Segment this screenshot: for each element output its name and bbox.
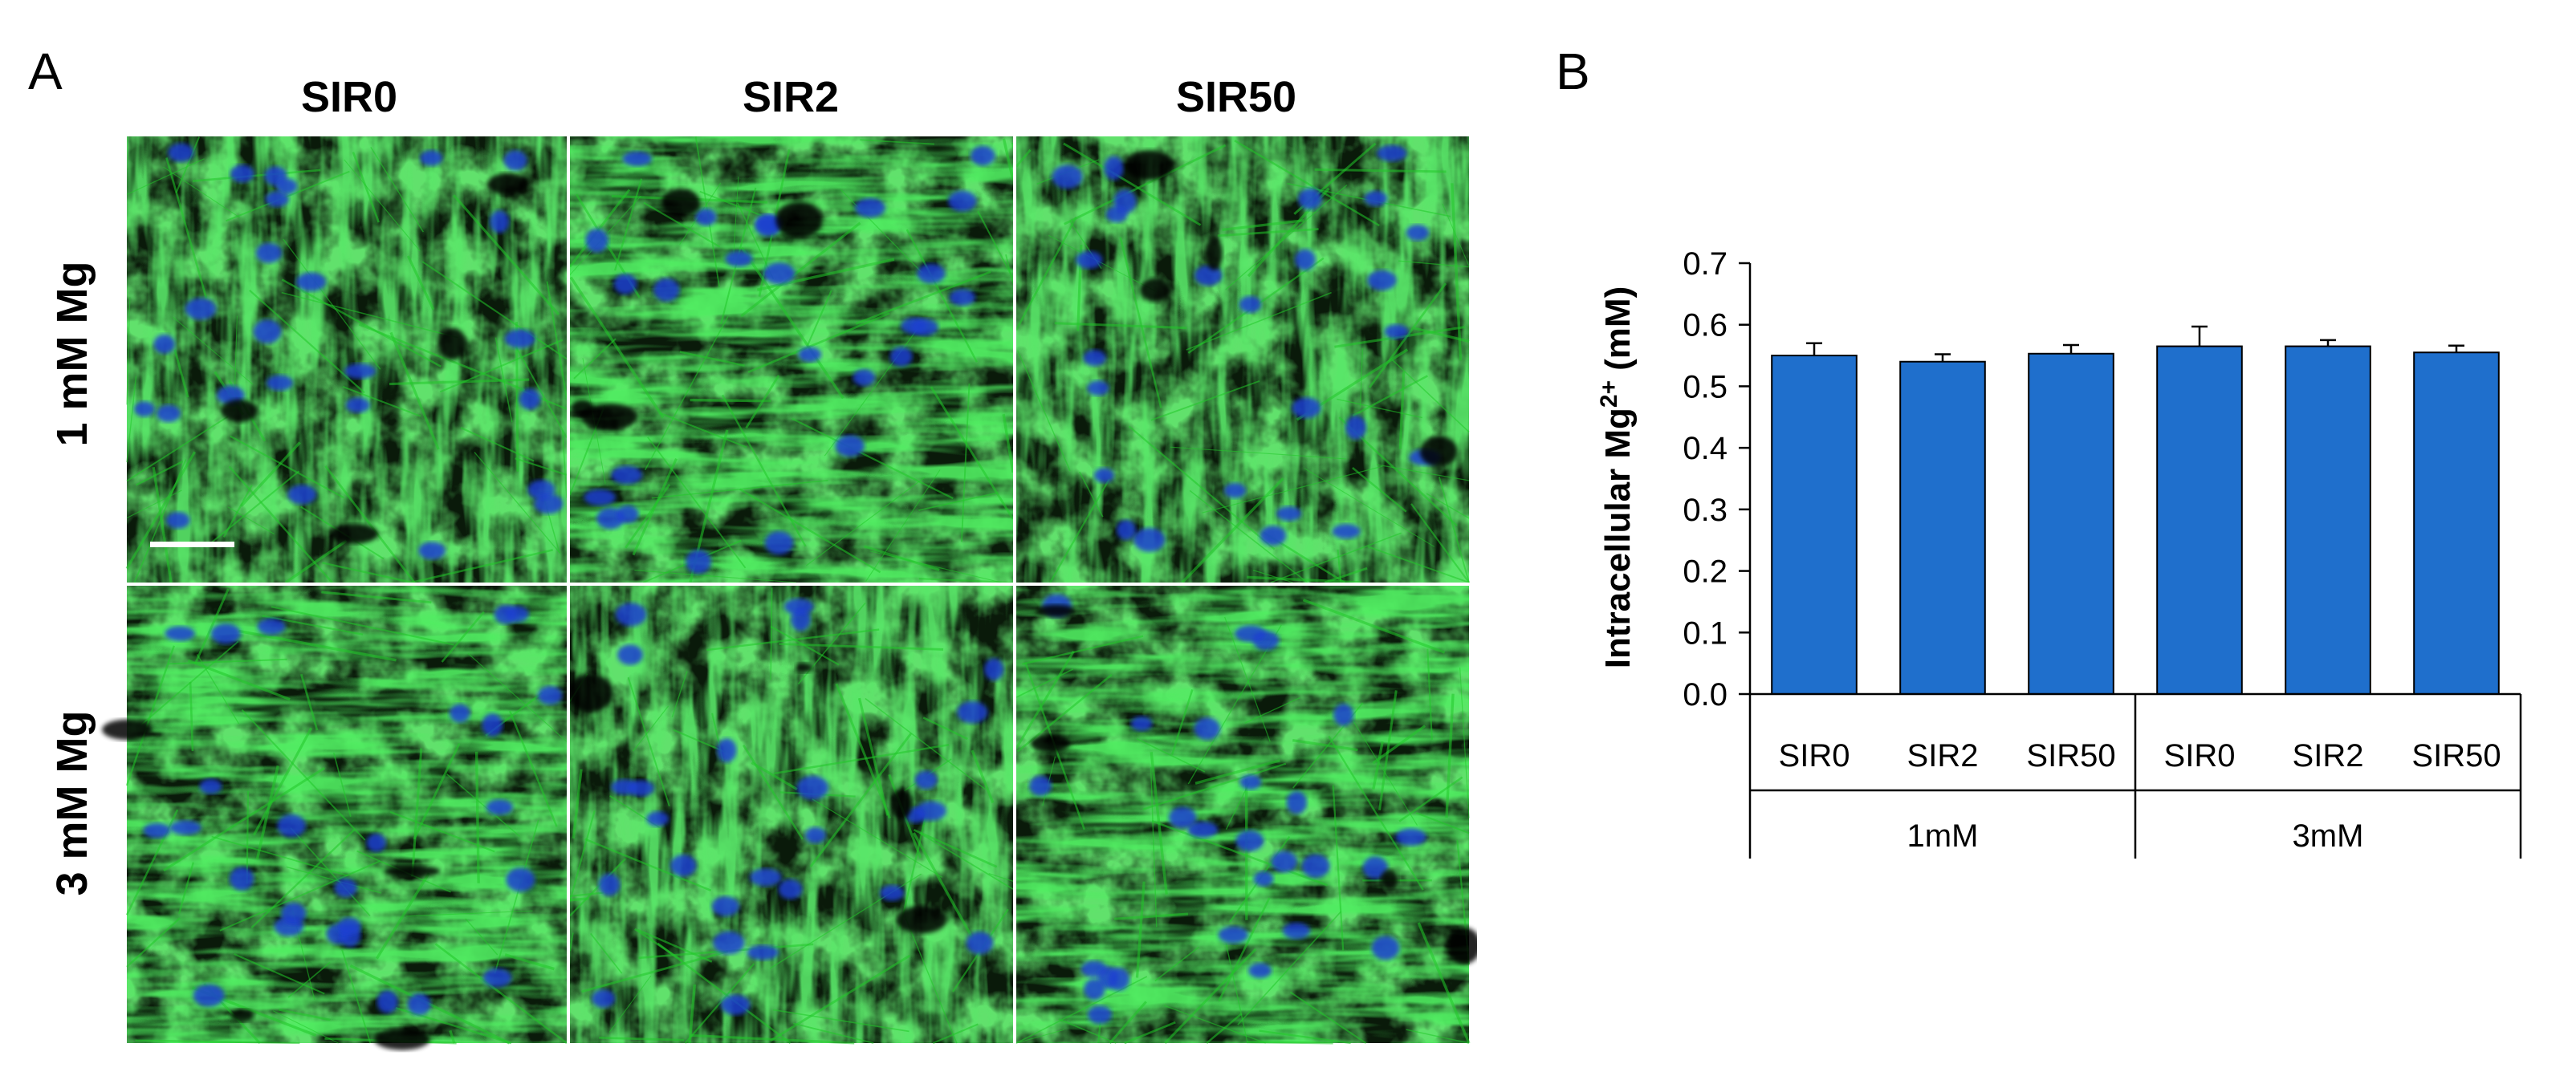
y-tick-label: 0.3	[1683, 493, 1728, 528]
column-header-sir50: SIR50	[1175, 73, 1297, 121]
bar	[2413, 351, 2500, 695]
y-tick-label: 0.0	[1683, 677, 1728, 713]
x-tick-label: SIR50	[2026, 738, 2115, 774]
column-header-sir2: SIR2	[742, 73, 840, 121]
y-tick-label: 0.7	[1683, 246, 1728, 282]
x-tick-label: SIR2	[2293, 738, 2364, 774]
x-group-label: 3mM	[2293, 818, 2364, 854]
x-tick-label: SIR50	[2411, 738, 2501, 774]
bar	[2028, 352, 2114, 695]
y-tick-label: 0.1	[1683, 615, 1728, 651]
scale-bar	[150, 542, 234, 547]
bar	[2156, 345, 2243, 695]
x-tick-label: SIR0	[2164, 738, 2236, 774]
micrograph-tile	[1015, 586, 1477, 1045]
x-group-label: 1mM	[1907, 818, 1979, 854]
y-tick-label: 0.2	[1683, 554, 1728, 590]
x-tick-label: SIR0	[1779, 738, 1850, 774]
panel-a-letter: A	[28, 43, 63, 100]
x-tick-label: SIR2	[1907, 738, 1979, 774]
micrograph-grid	[102, 136, 1477, 1050]
y-tick-label: 0.6	[1683, 308, 1728, 343]
column-header-sir0: SIR0	[300, 73, 398, 121]
micrograph-tile	[567, 586, 1014, 1045]
y-tick-label: 0.4	[1683, 431, 1728, 466]
bar	[2285, 345, 2371, 695]
micrograph-tile	[125, 136, 568, 584]
micrograph-tile	[102, 586, 568, 1050]
panel-b-letter: B	[1556, 43, 1590, 100]
micrograph-tile	[1015, 136, 1470, 584]
micrograph-tile	[568, 136, 1015, 584]
bar	[1771, 355, 1858, 695]
y-axis-title: Intracellular Mg2+(mM)	[1596, 286, 1638, 669]
y-tick-label: 0.5	[1683, 369, 1728, 404]
bar	[1899, 360, 1986, 695]
